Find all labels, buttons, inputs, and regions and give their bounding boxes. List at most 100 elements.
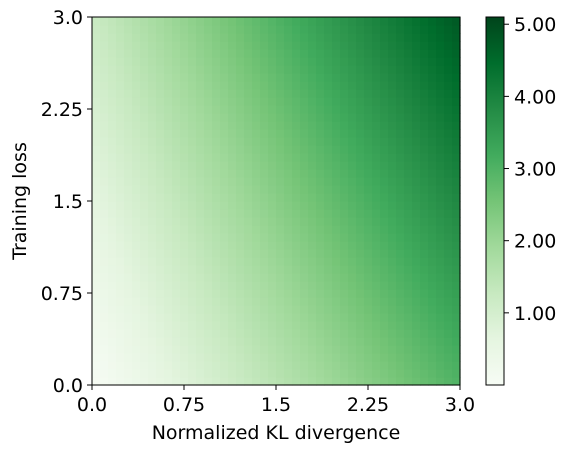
heatmap-cell [444, 113, 453, 122]
heatmap-cell [308, 89, 317, 98]
heatmap-cell [252, 185, 261, 194]
heatmap-cell [428, 49, 437, 58]
heatmap-cell [356, 65, 365, 74]
heatmap-cell [292, 209, 301, 218]
heatmap-cell [220, 265, 229, 274]
heatmap-cell [124, 41, 133, 50]
heatmap-cell [180, 273, 189, 282]
heatmap-cell [428, 145, 437, 154]
heatmap-cell [348, 329, 357, 338]
heatmap-cell [364, 201, 373, 210]
heatmap-cell [292, 105, 301, 114]
heatmap-cell [372, 177, 381, 186]
heatmap-cell [308, 241, 317, 250]
heatmap-cell [452, 241, 461, 250]
heatmap-cell [372, 313, 381, 322]
heatmap-cell [292, 257, 301, 266]
heatmap-cell [108, 257, 117, 266]
heatmap-cell [276, 153, 285, 162]
heatmap-cell [348, 97, 357, 106]
heatmap-cell [452, 289, 461, 298]
heatmap-cell [180, 297, 189, 306]
heatmap-cell [284, 265, 293, 274]
heatmap-cell [444, 169, 453, 178]
heatmap-cell [100, 153, 109, 162]
heatmap-cell [348, 25, 357, 34]
heatmap-cell [180, 289, 189, 298]
heatmap-cell [172, 297, 181, 306]
heatmap-cell [428, 369, 437, 378]
heatmap-cell [412, 281, 421, 290]
heatmap-cell [140, 185, 149, 194]
heatmap-cell [188, 65, 197, 74]
heatmap-cell [324, 121, 333, 130]
heatmap-cell [196, 297, 205, 306]
heatmap-cell [244, 145, 253, 154]
heatmap-cell [252, 129, 261, 138]
heatmap-cell [100, 121, 109, 130]
heatmap-cell [436, 193, 445, 202]
heatmap-cell [204, 193, 213, 202]
heatmap-cell [316, 209, 325, 218]
heatmap-cell [172, 313, 181, 322]
heatmap-cell [332, 65, 341, 74]
heatmap-cell [364, 177, 373, 186]
heatmap-cell [404, 265, 413, 274]
heatmap-cell [292, 337, 301, 346]
heatmap-cell [164, 185, 173, 194]
heatmap-cell [268, 241, 277, 250]
heatmap-cell [300, 41, 309, 50]
heatmap-cell [356, 153, 365, 162]
heatmap-cell [308, 281, 317, 290]
heatmap-cell [284, 297, 293, 306]
heatmap-cell [364, 121, 373, 130]
heatmap-cell [388, 145, 397, 154]
heatmap-cell [132, 273, 141, 282]
heatmap-cell [444, 273, 453, 282]
heatmap-cell [452, 57, 461, 66]
heatmap-cell [124, 153, 133, 162]
heatmap-cell [220, 161, 229, 170]
heatmap-cell [172, 281, 181, 290]
heatmap-cell [188, 281, 197, 290]
heatmap-cell [124, 289, 133, 298]
heatmap-cell [348, 377, 357, 386]
heatmap-cell [220, 153, 229, 162]
heatmap-cell [196, 321, 205, 330]
heatmap-cell [116, 65, 125, 74]
heatmap-cell [100, 81, 109, 90]
heatmap-cell [212, 289, 221, 298]
heatmap-cell [156, 265, 165, 274]
heatmap-cell [196, 193, 205, 202]
heatmap-cell [284, 177, 293, 186]
heatmap-cell [244, 193, 253, 202]
heatmap-cell [276, 265, 285, 274]
heatmap-cell [340, 321, 349, 330]
heatmap-cell [316, 81, 325, 90]
heatmap-cell [428, 105, 437, 114]
heatmap-cell [172, 321, 181, 330]
heatmap-cell [132, 161, 141, 170]
heatmap-cell [92, 129, 101, 138]
heatmap-cell [452, 25, 461, 34]
heatmap-cell [148, 65, 157, 74]
heatmap-cell [196, 289, 205, 298]
heatmap-cell [140, 345, 149, 354]
heatmap-cell [220, 145, 229, 154]
heatmap-cell [196, 25, 205, 34]
heatmap-cell [212, 145, 221, 154]
heatmap-cell [276, 89, 285, 98]
heatmap-cell [348, 137, 357, 146]
heatmap-cell [172, 209, 181, 218]
heatmap-cell [404, 337, 413, 346]
heatmap-cell [300, 289, 309, 298]
heatmap-cell [420, 201, 429, 210]
heatmap-cell [292, 313, 301, 322]
heatmap-cell [132, 185, 141, 194]
heatmap-cell [404, 289, 413, 298]
heatmap-cell [372, 17, 381, 26]
heatmap-cell [108, 209, 117, 218]
heatmap-cell [404, 201, 413, 210]
heatmap-cell [316, 377, 325, 386]
heatmap-cell [428, 201, 437, 210]
